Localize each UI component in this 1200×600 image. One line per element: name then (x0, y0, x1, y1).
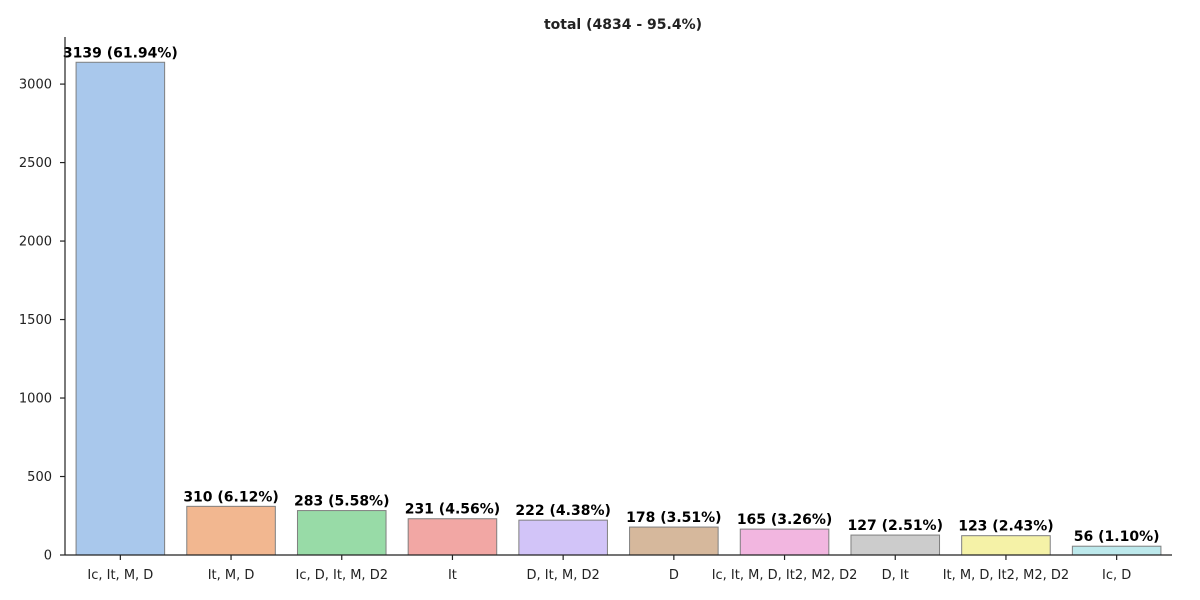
y-tick-label-2: 1000 (19, 392, 52, 407)
x-tick-label-3: It (448, 568, 457, 583)
data-label-6: 165 (3.26%) (737, 512, 832, 528)
bar-4 (518, 519, 608, 556)
y-tick-label-4: 2000 (19, 235, 52, 250)
x-tick-label-7: D, It (882, 568, 909, 583)
x-tick-label-6: Ic, It, M, D, It2, M2, D2 (712, 568, 858, 583)
bars-group (75, 61, 1162, 556)
chart-title: total (4834 - 95.4%) (544, 17, 702, 33)
data-label-7: 127 (2.51%) (848, 518, 943, 534)
data-label-0: 3139 (61.94%) (63, 45, 178, 61)
y-axis: 0 500 1000 1500 2000 2500 3000 (19, 37, 66, 564)
y-tick-label-3: 1500 (19, 313, 52, 328)
x-tick-label-0: Ic, It, M, D (87, 568, 153, 583)
y-tick-label-0: 0 (44, 549, 52, 564)
y-tick-label-6: 3000 (19, 78, 52, 93)
x-tick-label-2: Ic, D, It, M, D2 (296, 568, 388, 583)
data-label-2: 283 (5.58%) (294, 494, 389, 510)
bar-1 (186, 505, 276, 556)
data-label-1: 310 (6.12%) (183, 489, 278, 505)
x-tick-label-9: Ic, D (1102, 568, 1131, 583)
data-label-5: 178 (3.51%) (626, 510, 721, 526)
bar-7 (850, 534, 941, 556)
data-label-3: 231 (4.56%) (405, 502, 500, 518)
x-tick-label-8: It, M, D, It2, M2, D2 (943, 568, 1069, 583)
x-axis: Ic, It, M, D It, M, D Ic, D, It, M, D2 It D,… (65, 554, 1172, 583)
data-label-9: 56 (1.10%) (1074, 529, 1160, 545)
data-label-8: 123 (2.43%) (958, 519, 1053, 535)
bar-2 (296, 510, 387, 556)
y-tick-label-5: 2500 (19, 156, 52, 171)
data-labels-group: 3139 (61.94%) 310 (6.12%) 283 (5.58%) 231 (… (63, 45, 1160, 545)
bar-9 (1071, 545, 1162, 556)
bar-6 (739, 528, 830, 556)
x-tick-label-4: D, It, M, D2 (527, 568, 600, 583)
bar-0 (75, 61, 166, 556)
x-tick-label-5: D (669, 568, 679, 583)
bar-8 (961, 535, 1051, 556)
x-tick-label-1: It, M, D (208, 568, 255, 583)
bar-3 (407, 518, 498, 556)
y-tick-label-1: 500 (27, 470, 52, 485)
bar-5 (629, 526, 719, 556)
data-label-4: 222 (4.38%) (515, 503, 610, 519)
